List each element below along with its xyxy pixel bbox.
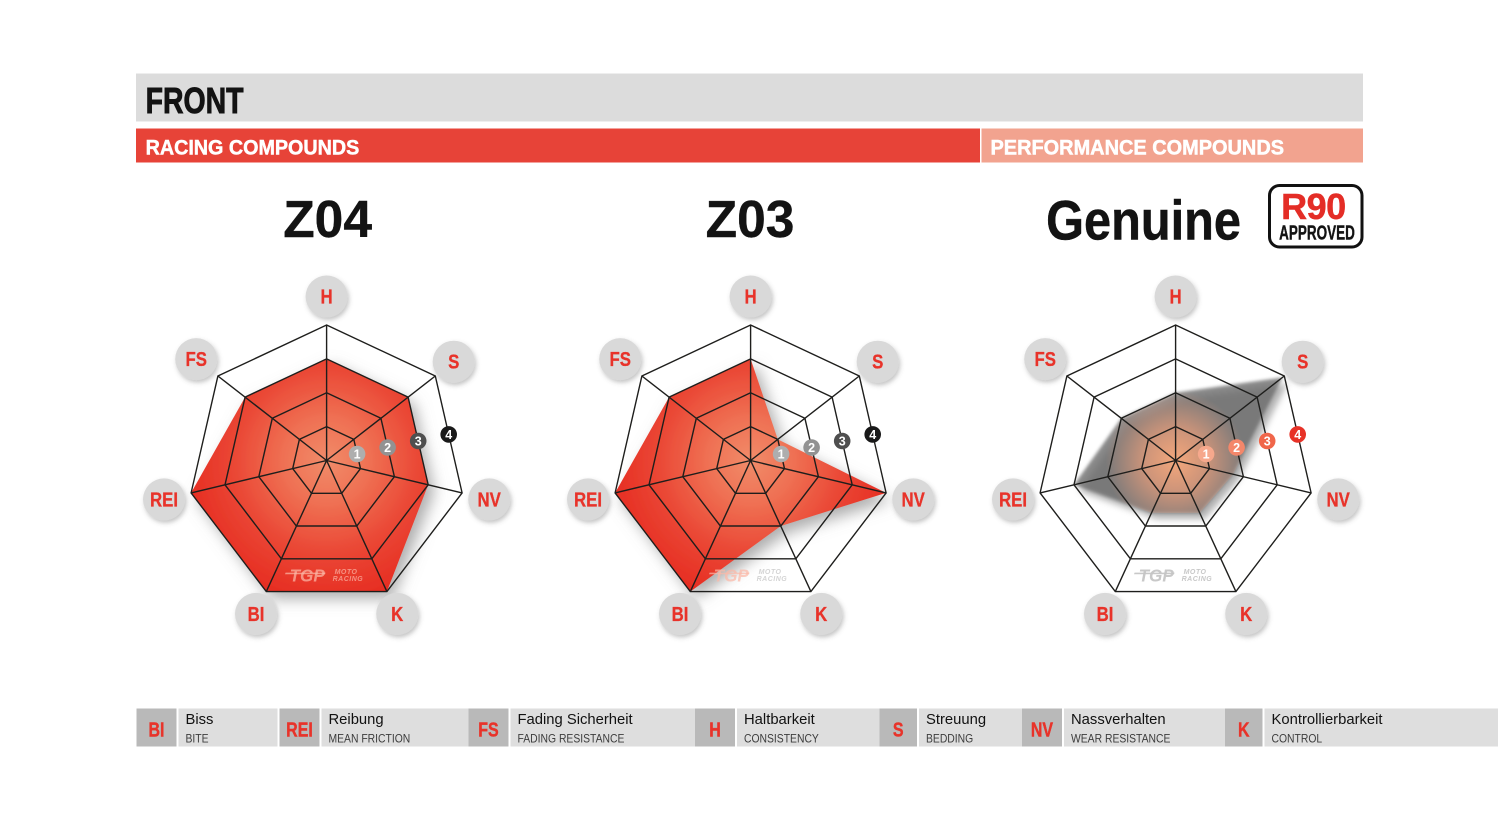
svg-text:REI: REI [286,719,313,741]
svg-text:MEAN FRICTION: MEAN FRICTION [329,733,411,746]
svg-text:Reibung: Reibung [329,712,384,728]
svg-text:2: 2 [1233,441,1240,455]
svg-text:Nassverhalten: Nassverhalten [1071,712,1166,728]
svg-text:BEDDING: BEDDING [926,733,973,746]
svg-text:FRONT: FRONT [146,81,244,121]
svg-text:REI: REI [150,488,178,511]
svg-text:FS: FS [478,719,498,741]
svg-text:NV: NV [1031,719,1053,741]
svg-text:Z04: Z04 [283,190,372,248]
svg-text:BI: BI [248,602,265,625]
svg-text:1: 1 [354,447,361,461]
svg-text:BI: BI [1097,602,1114,625]
svg-text:RACING: RACING [333,576,364,583]
svg-text:BI: BI [148,719,164,741]
svg-text:NV: NV [902,488,926,511]
svg-text:K: K [815,602,828,625]
svg-text:FS: FS [609,348,630,371]
svg-text:Haltbarkeit: Haltbarkeit [744,712,815,728]
svg-text:FADING RESISTANCE: FADING RESISTANCE [518,733,625,746]
svg-text:3: 3 [1264,434,1271,448]
svg-text:S: S [872,350,883,373]
svg-text:FS: FS [1034,348,1055,371]
svg-text:REI: REI [574,488,602,511]
svg-text:1: 1 [778,447,785,461]
svg-text:H: H [745,285,757,308]
svg-text:4: 4 [1294,428,1301,442]
svg-text:R90: R90 [1281,186,1346,227]
svg-text:S: S [1297,350,1308,373]
svg-text:CONTROL: CONTROL [1272,733,1323,746]
svg-text:K: K [1240,602,1253,625]
svg-text:BI: BI [672,602,689,625]
svg-text:WEAR RESISTANCE: WEAR RESISTANCE [1071,733,1171,746]
svg-text:RACING: RACING [757,576,788,583]
svg-text:NV: NV [1327,488,1351,511]
svg-text:CONSISTENCY: CONSISTENCY [744,733,819,746]
svg-text:Genuine: Genuine [1046,189,1241,252]
svg-text:3: 3 [839,434,846,448]
svg-text:TGP: TGP [290,565,326,585]
svg-text:S: S [893,719,904,741]
svg-text:4: 4 [445,428,452,442]
svg-text:2: 2 [808,441,815,455]
svg-text:Streuung: Streuung [926,712,986,728]
svg-text:MOTO: MOTO [759,569,782,576]
svg-text:TGP: TGP [714,565,750,585]
svg-text:Kontrollierbarkeit: Kontrollierbarkeit [1272,712,1383,728]
svg-text:MOTO: MOTO [335,569,358,576]
svg-text:RACING COMPOUNDS: RACING COMPOUNDS [146,137,360,160]
svg-text:RACING: RACING [1182,576,1213,583]
svg-text:4: 4 [869,428,876,442]
svg-text:MOTO: MOTO [1184,569,1207,576]
svg-text:TGP: TGP [1139,565,1175,585]
svg-text:K: K [1238,719,1250,741]
svg-text:Fading Sicherheit: Fading Sicherheit [518,712,633,728]
svg-text:3: 3 [415,434,422,448]
svg-text:NV: NV [478,488,502,511]
svg-text:K: K [391,602,404,625]
svg-text:H: H [709,719,721,741]
svg-text:REI: REI [999,488,1027,511]
svg-text:APPROVED: APPROVED [1279,222,1355,244]
svg-text:S: S [448,350,459,373]
svg-text:H: H [1170,285,1182,308]
svg-text:PERFORMANCE COMPOUNDS: PERFORMANCE COMPOUNDS [991,136,1285,160]
svg-text:BITE: BITE [186,733,209,746]
svg-text:Z03: Z03 [706,190,795,248]
svg-text:1: 1 [1203,447,1210,461]
svg-text:FS: FS [185,348,206,371]
svg-text:2: 2 [384,441,391,455]
svg-text:Biss: Biss [186,712,214,728]
svg-text:H: H [321,285,333,308]
